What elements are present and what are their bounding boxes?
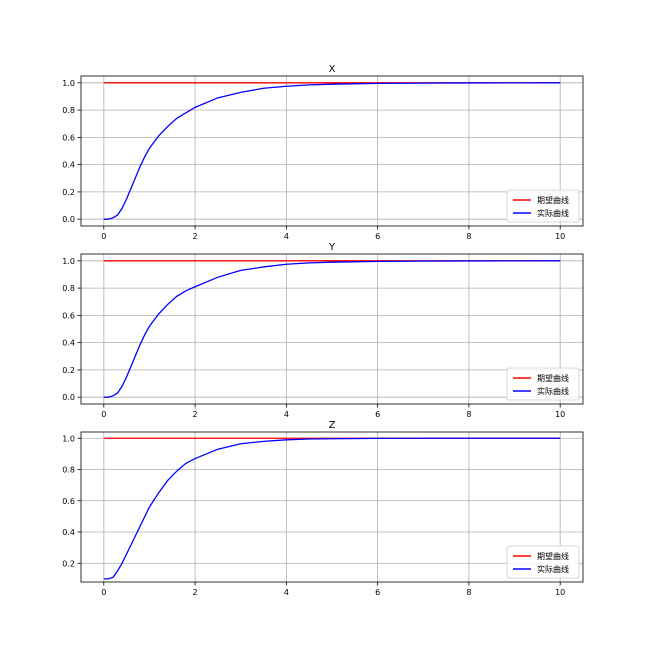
y-tick-label: 0.2 xyxy=(62,559,75,568)
y-tick-label: 0.8 xyxy=(62,466,75,475)
legend-label: 实际曲线 xyxy=(537,564,569,574)
y-tick-label: 0.4 xyxy=(62,339,75,348)
legend-label: 期望曲线 xyxy=(537,551,569,561)
y-tick-label: 0.6 xyxy=(62,497,75,506)
y-tick-label: 0.4 xyxy=(62,528,75,537)
y-tick-label: 1.0 xyxy=(62,434,75,443)
x-tick-label: 0 xyxy=(101,410,106,419)
x-tick-label: 8 xyxy=(466,232,471,241)
x-tick-label: 0 xyxy=(101,232,106,241)
y-tick-label: 0.0 xyxy=(62,215,75,224)
x-tick-label: 6 xyxy=(375,232,380,241)
x-tick-label: 6 xyxy=(375,588,380,597)
x-tick-label: 10 xyxy=(555,410,565,419)
y-tick-label: 0.8 xyxy=(62,284,75,293)
y-tick-label: 0.6 xyxy=(62,311,75,320)
y-tick-label: 0.4 xyxy=(62,161,75,170)
legend-label: 期望曲线 xyxy=(537,195,569,205)
legend-box xyxy=(506,545,580,579)
y-tick-label: 0.2 xyxy=(62,188,75,197)
y-tick-label: 0.0 xyxy=(62,393,75,402)
x-tick-label: 4 xyxy=(284,410,289,419)
axes-frame xyxy=(80,431,584,583)
x-tick-label: 4 xyxy=(284,588,289,597)
x-tick-label: 8 xyxy=(466,588,471,597)
axes-frame xyxy=(80,75,584,227)
y-tick-label: 1.0 xyxy=(62,79,75,88)
legend-label: 实际曲线 xyxy=(537,386,569,396)
series-line-actual xyxy=(103,260,561,398)
y-tick-label: 0.2 xyxy=(62,366,75,375)
subplot-title: Y xyxy=(328,242,336,253)
axes-frame xyxy=(80,253,584,405)
subplot-title: X xyxy=(329,64,336,75)
legend-box xyxy=(506,367,580,401)
y-tick-label: 0.8 xyxy=(62,106,75,115)
x-tick-label: 10 xyxy=(555,232,565,241)
x-tick-label: 2 xyxy=(193,410,198,419)
x-tick-label: 0 xyxy=(101,588,106,597)
x-tick-label: 10 xyxy=(555,588,565,597)
legend-label: 期望曲线 xyxy=(537,373,569,383)
legend-box xyxy=(506,189,580,223)
y-tick-label: 1.0 xyxy=(62,257,75,266)
x-tick-label: 6 xyxy=(375,410,380,419)
x-tick-label: 8 xyxy=(466,410,471,419)
series-line-actual xyxy=(103,437,561,580)
x-tick-label: 2 xyxy=(193,232,198,241)
x-tick-label: 4 xyxy=(284,232,289,241)
x-tick-label: 2 xyxy=(193,588,198,597)
subplot-title: Z xyxy=(329,420,336,431)
legend-label: 实际曲线 xyxy=(537,208,569,218)
series-line-actual xyxy=(103,82,561,220)
y-tick-label: 0.6 xyxy=(62,133,75,142)
